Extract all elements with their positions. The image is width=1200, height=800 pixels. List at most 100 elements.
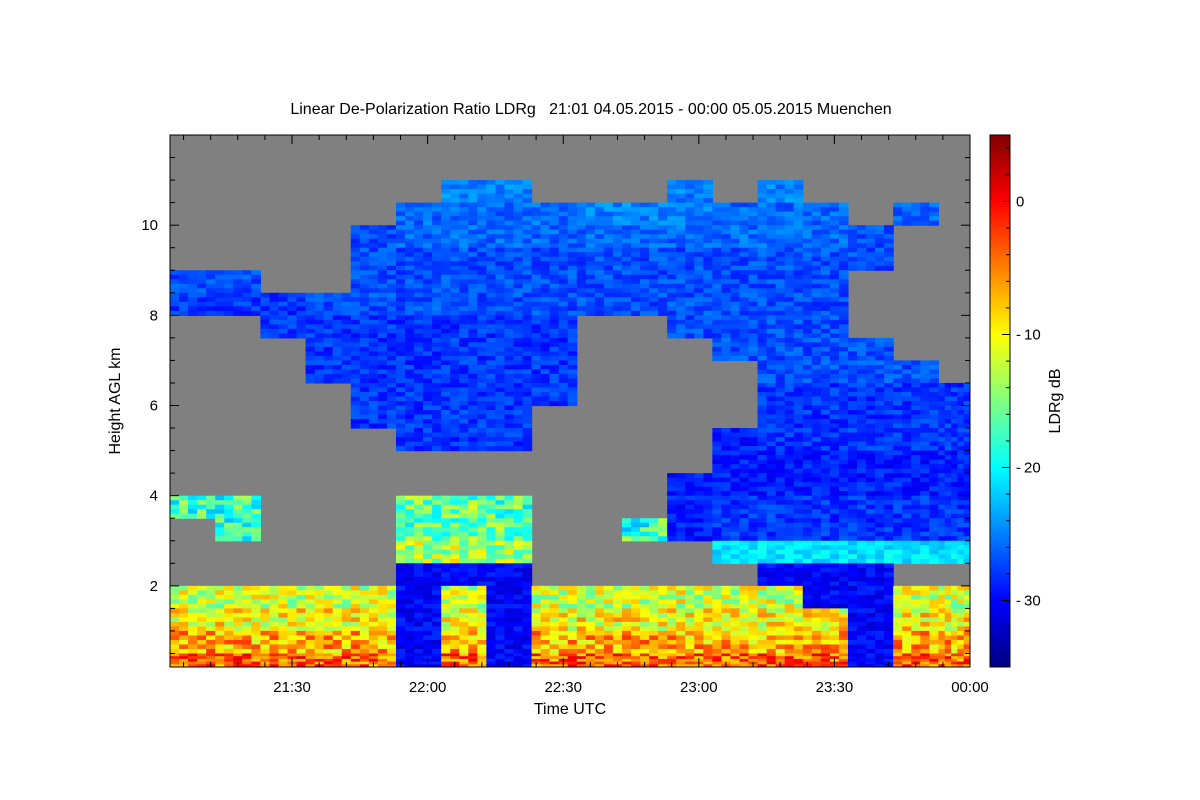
heatmap-cell — [640, 536, 650, 542]
heatmap-cell — [405, 333, 415, 339]
heatmap-cell — [377, 594, 388, 600]
heatmap-cell — [784, 495, 795, 501]
heatmap-cell — [477, 328, 487, 334]
heatmap-cell — [314, 585, 325, 591]
heatmap-cell — [251, 599, 261, 605]
heatmap-cell — [558, 301, 569, 307]
heatmap-cell — [829, 351, 840, 357]
heatmap-cell — [477, 198, 487, 204]
heatmap-cell — [838, 599, 849, 605]
heatmap-cell — [386, 355, 397, 362]
heatmap-cell — [757, 563, 768, 569]
heatmap-cell — [215, 283, 225, 289]
heatmap-cell — [911, 373, 921, 380]
heatmap-cell — [963, 455, 970, 461]
heatmap-cell — [540, 234, 551, 240]
heatmap-cell — [305, 369, 316, 375]
heatmap-cell — [775, 333, 786, 339]
heatmap-cell — [739, 256, 750, 262]
heatmap-cell — [784, 360, 795, 366]
heatmap-cell — [703, 486, 713, 492]
heatmap-cell — [739, 527, 750, 533]
heatmap-cell — [875, 234, 885, 240]
heatmap-cell — [829, 576, 840, 582]
heatmap-cell — [305, 324, 316, 330]
heatmap-cell — [793, 328, 804, 334]
heatmap-cell — [640, 252, 650, 258]
heatmap-cell — [540, 310, 551, 316]
heatmap-cell — [875, 261, 885, 267]
heatmap-cell — [820, 414, 831, 420]
heatmap-cell — [224, 513, 234, 519]
heatmap-cell — [423, 585, 433, 591]
heatmap-cell — [951, 387, 958, 393]
heatmap-cell — [944, 428, 952, 434]
heatmap-cell — [368, 283, 379, 289]
heatmap-cell — [793, 211, 804, 217]
heatmap-cell — [721, 288, 732, 294]
heatmap-cell — [531, 265, 542, 271]
heatmap-cell — [215, 612, 225, 619]
heatmap-cell — [784, 414, 795, 420]
heatmap-cell — [495, 509, 506, 515]
heatmap-cell — [477, 252, 487, 258]
heatmap-cell — [739, 319, 750, 325]
heatmap-cell — [233, 500, 243, 506]
heatmap-cell — [944, 401, 952, 407]
heatmap-cell — [748, 554, 759, 560]
heatmap-cell — [513, 405, 524, 411]
heatmap-cell — [350, 292, 361, 298]
heatmap-cell — [685, 220, 695, 226]
heatmap-cell — [567, 220, 578, 226]
heatmap-cell — [748, 216, 759, 222]
heatmap-cell — [441, 247, 451, 253]
heatmap-cell — [495, 391, 506, 398]
heatmap-cell — [423, 603, 433, 609]
heatmap-cell — [495, 513, 506, 519]
heatmap-cell — [531, 234, 542, 240]
heatmap-cell — [757, 207, 768, 213]
heatmap-cell — [739, 495, 750, 501]
heatmap-cell — [640, 265, 650, 271]
heatmap-cell — [468, 216, 478, 222]
heatmap-cell — [395, 446, 406, 452]
heatmap-cell — [739, 247, 750, 253]
heatmap-cell — [847, 513, 858, 519]
heatmap-cell — [911, 369, 921, 375]
heatmap-cell — [951, 419, 958, 425]
heatmap-cell — [215, 310, 225, 316]
heatmap-cell — [875, 599, 885, 605]
heatmap-cell — [441, 297, 451, 303]
heatmap-cell — [838, 373, 849, 380]
heatmap-cell — [938, 500, 946, 506]
heatmap-cell — [332, 373, 343, 380]
heatmap-cell — [621, 283, 632, 289]
heatmap-cell — [866, 410, 876, 416]
heatmap-cell — [287, 319, 298, 325]
heatmap-cell — [712, 324, 723, 330]
heatmap-cell — [838, 288, 849, 294]
heatmap-cell — [423, 531, 433, 537]
heatmap-cell — [929, 477, 939, 483]
heatmap-cell — [838, 342, 849, 348]
heatmap-cell — [631, 301, 641, 307]
heatmap-cell — [676, 585, 686, 591]
heatmap-cell — [875, 401, 885, 407]
heatmap-cell — [847, 518, 858, 524]
heatmap-cell — [929, 500, 939, 506]
heatmap-cell — [504, 414, 515, 420]
heatmap-cell — [468, 401, 478, 407]
heatmap-cell — [350, 256, 361, 262]
heatmap-cell — [423, 355, 433, 362]
heatmap-cell — [423, 410, 433, 416]
heatmap-cell — [612, 211, 623, 217]
heatmap-cell — [188, 283, 198, 289]
heatmap-cell — [676, 247, 686, 253]
heatmap-cell — [486, 391, 497, 398]
heatmap-cell — [951, 382, 958, 389]
heatmap-cell — [540, 391, 551, 398]
heatmap-cell — [486, 423, 497, 429]
heatmap-cell — [911, 455, 921, 461]
heatmap-cell — [721, 279, 732, 285]
heatmap-cell — [775, 202, 786, 208]
